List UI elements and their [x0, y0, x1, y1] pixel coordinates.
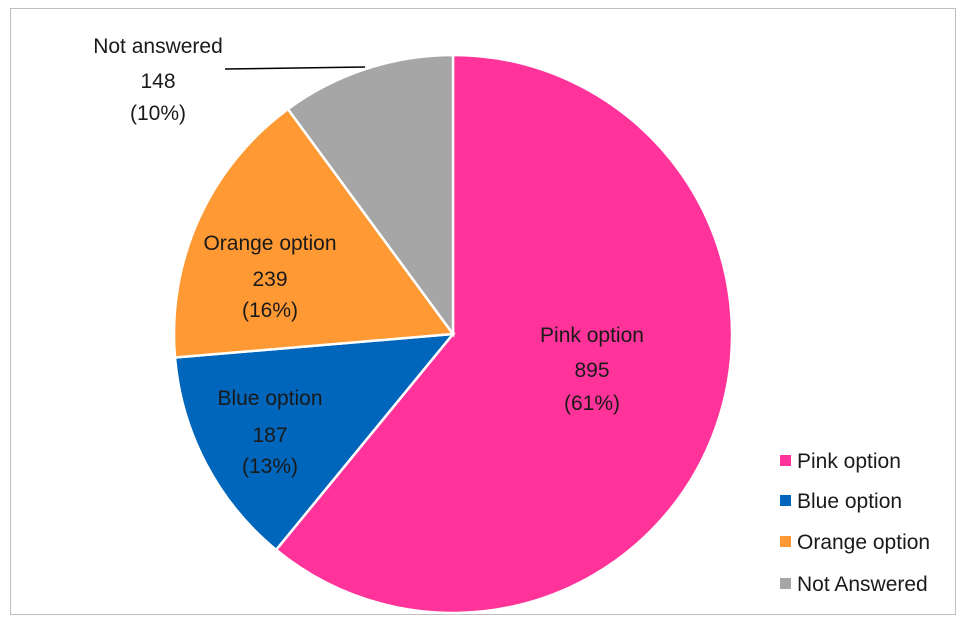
label-pink-value: 895 — [574, 359, 609, 382]
label-pink-percent: (61%) — [564, 392, 620, 415]
label-blue-percent: (13%) — [242, 455, 298, 478]
label-orange-value: 239 — [252, 268, 287, 291]
leader-line-not-answered — [224, 66, 366, 70]
label-orange-percent: (16%) — [242, 299, 298, 322]
label-orange-name: Orange option — [203, 232, 336, 255]
pie-slice-pink — [274, 53, 734, 615]
label-not-answered-name: Not answered — [93, 35, 223, 58]
legend-label-orange: Orange option — [797, 531, 930, 554]
label-not-answered-value: 148 — [140, 70, 175, 93]
legend: Pink option Blue option Orange option No… — [780, 450, 930, 596]
pie-slice-not-answered — [286, 53, 455, 338]
label-blue-value: 187 — [252, 424, 287, 447]
pie-slice-blue — [173, 332, 456, 552]
label-blue-name: Blue option — [217, 387, 322, 410]
legend-swatch-pink — [780, 455, 791, 466]
label-not-answered-percent: (10%) — [130, 102, 186, 125]
legend-label-blue: Blue option — [797, 490, 902, 513]
legend-label-not-answered: Not Answered — [797, 573, 928, 596]
legend-swatch-blue — [780, 495, 791, 506]
legend-swatch-not-answered — [780, 578, 791, 589]
label-pink-name: Pink option — [540, 324, 644, 347]
legend-swatch-orange — [780, 536, 791, 547]
pie-slice-orange — [172, 107, 456, 359]
legend-label-pink: Pink option — [797, 450, 901, 473]
